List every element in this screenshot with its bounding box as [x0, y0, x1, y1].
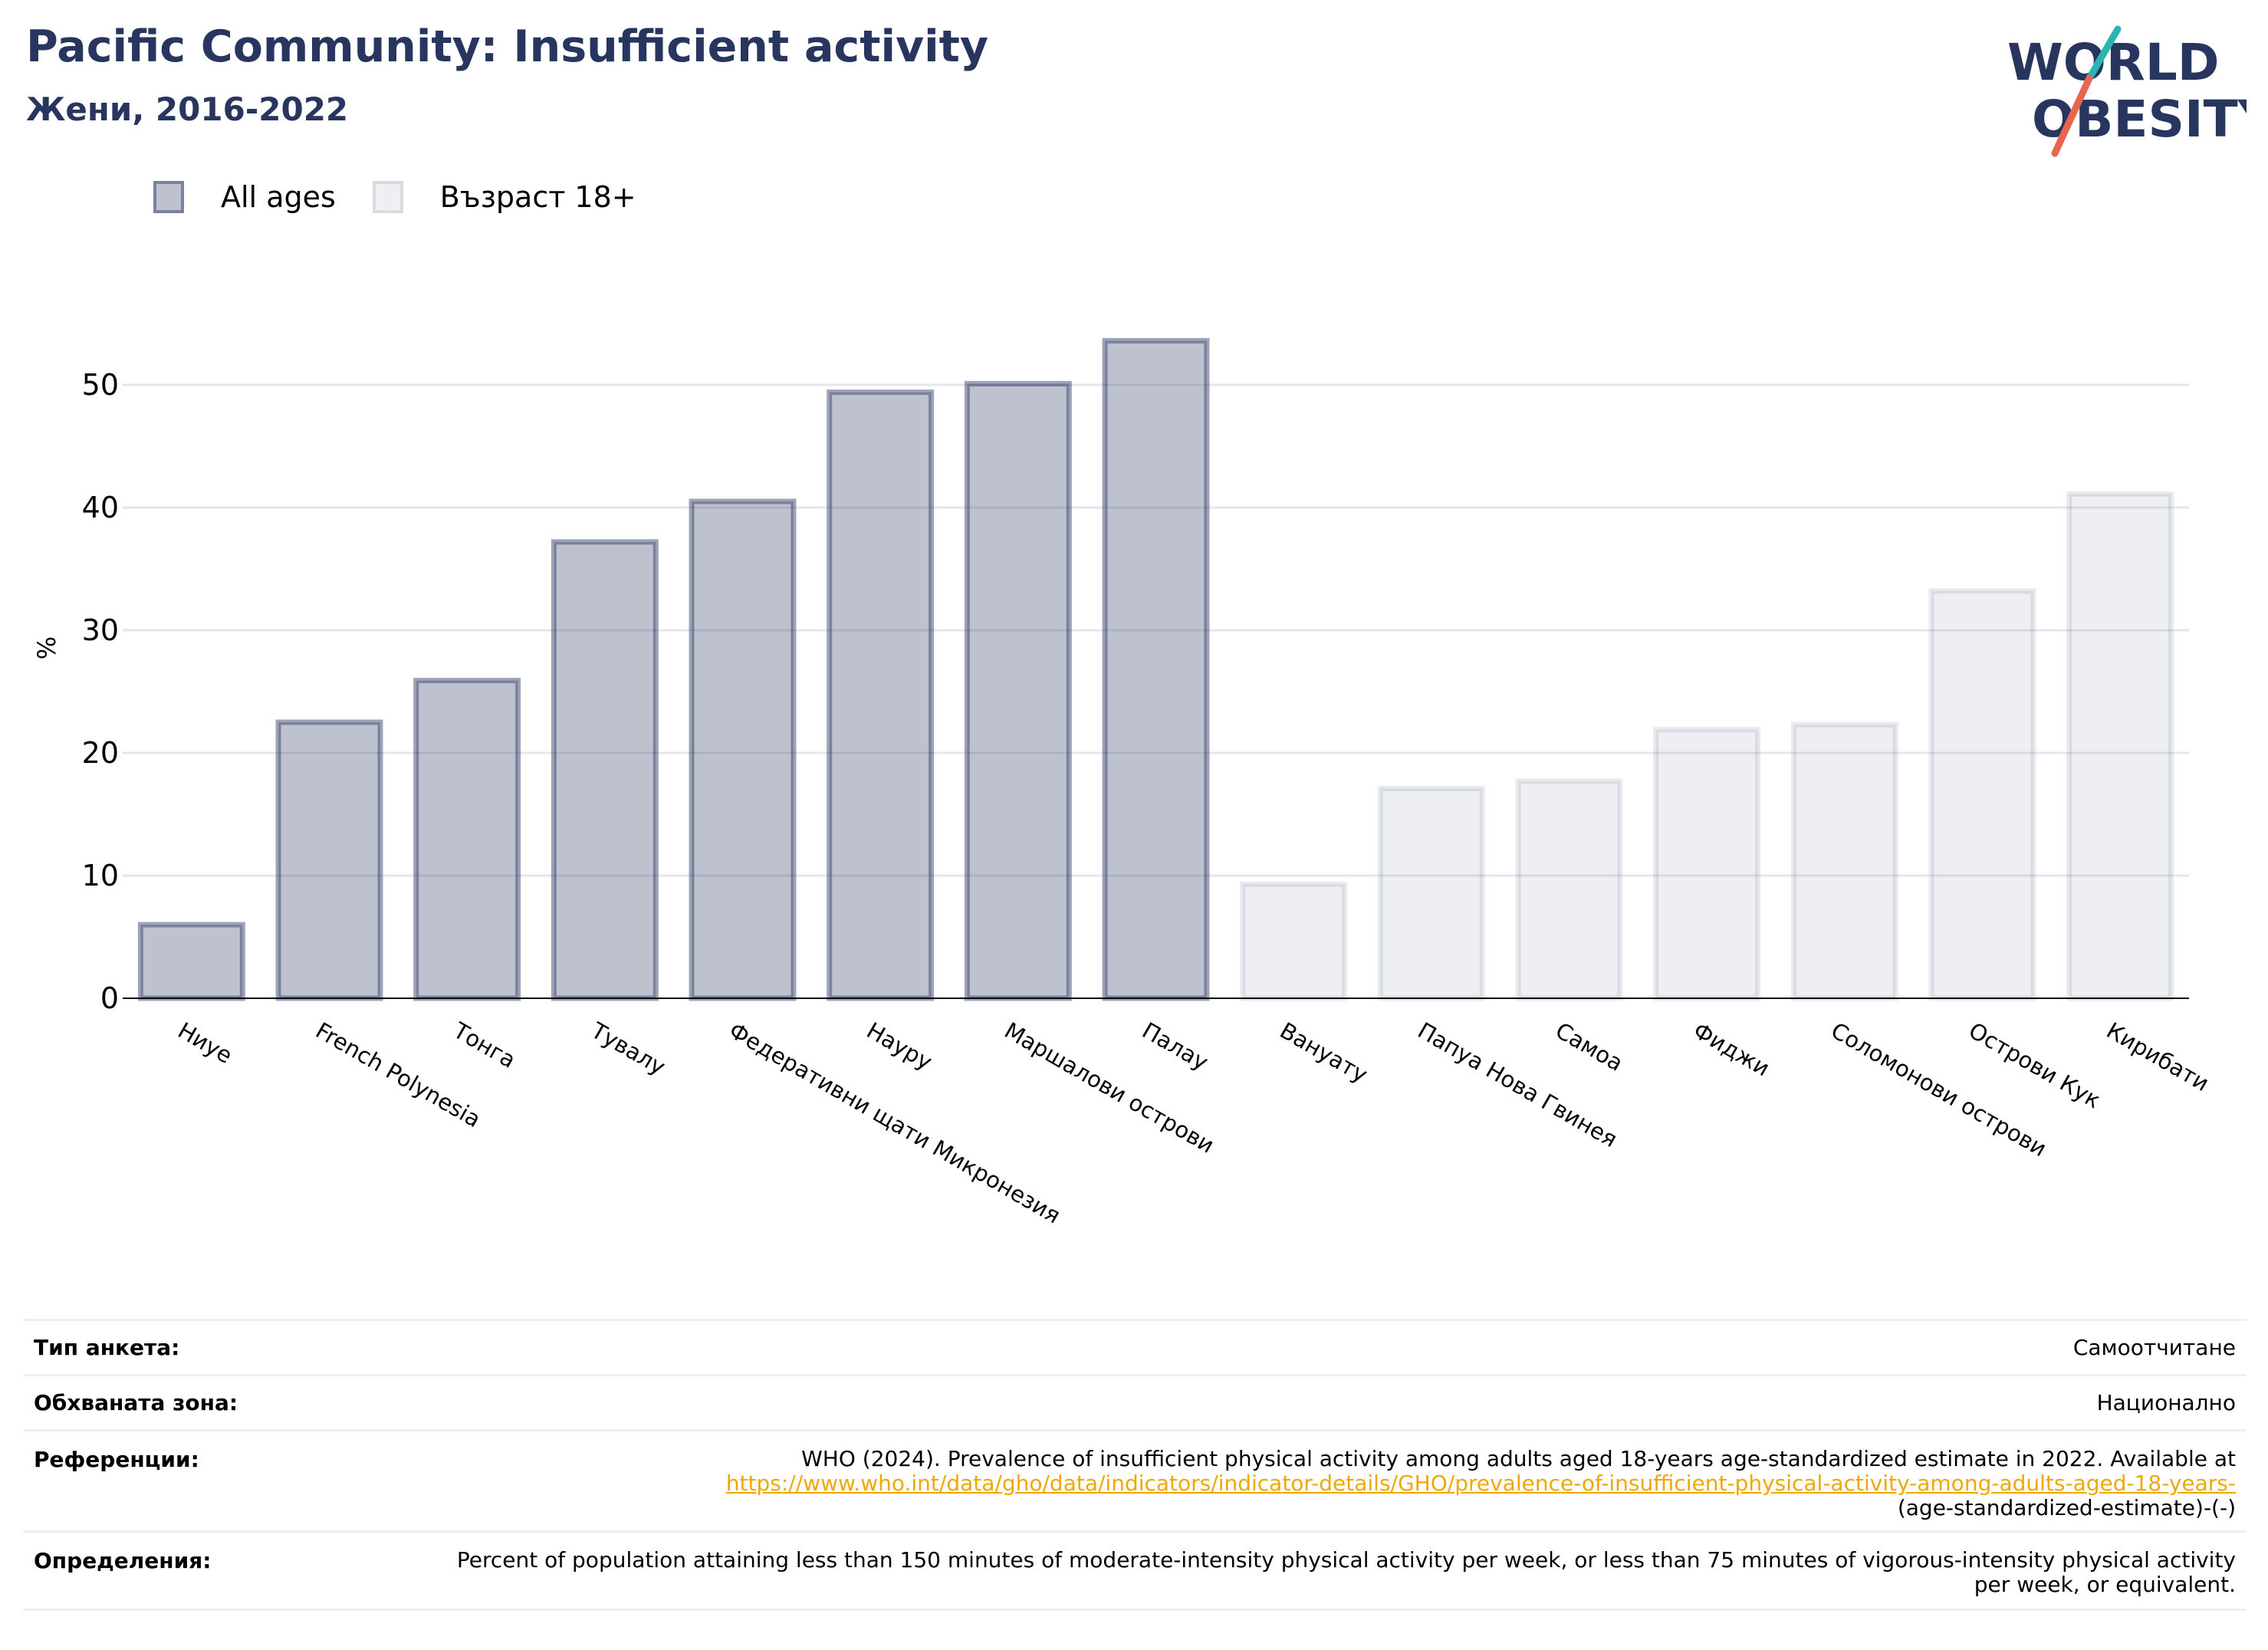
y-tick-label: 0 [100, 981, 119, 1015]
meta-row-survey-type: Тип анкета: Самоотчитане [23, 1319, 2247, 1376]
y-tick-label: 30 [82, 613, 119, 647]
bar[interactable] [1240, 881, 1348, 1001]
logo-slash-coral [2051, 74, 2093, 157]
legend-label-age-18-plus: Възраст 18+ [439, 180, 636, 214]
meta-row-definitions: Определения: Percent of population attai… [23, 1530, 2247, 1611]
y-axis-ticks: 0 10 20 30 40 50 [82, 368, 119, 1015]
world-obesity-logo: WORLD OBESITY [2007, 25, 2247, 157]
meta-value: Percent of population attaining less tha… [428, 1530, 2247, 1611]
bar[interactable] [275, 719, 383, 1001]
bar[interactable] [1102, 337, 1210, 1001]
bar[interactable] [1790, 721, 1898, 1001]
x-tick-label: Фиджи [1689, 1017, 1774, 1082]
x-tick-label: Кирибати [2102, 1017, 2214, 1096]
bar[interactable] [827, 389, 935, 1001]
reference-text: WHO (2024). Prevalence of insufficient p… [801, 1446, 2236, 1471]
y-tick-label: 10 [82, 859, 119, 892]
meta-value: Самоотчитане [428, 1319, 2247, 1376]
metadata-table: Тип анкета: Самоотчитане Обхваната зона:… [23, 1319, 2247, 1611]
x-tick-label: Тонга [449, 1017, 521, 1073]
gridlines [123, 383, 2189, 877]
x-tick-label: Тувалу [586, 1017, 669, 1080]
logo-slash-teal [2086, 25, 2122, 82]
meta-row-references: Референции: WHO (2024). Prevalence of in… [23, 1429, 2247, 1533]
x-tick-label: Науру [863, 1017, 937, 1076]
bar[interactable] [137, 922, 245, 1001]
bar[interactable] [1928, 588, 2036, 1001]
legend-item-all-ages[interactable]: All ages [153, 180, 336, 214]
x-tick-label: Самоа [1551, 1017, 1628, 1076]
legend-label-all-ages: All ages [221, 180, 336, 214]
chart-legend: All ages Възраст 18+ [153, 178, 673, 216]
y-tick-label: 40 [82, 491, 119, 524]
legend-swatch-age-18-plus [372, 181, 403, 213]
bars [137, 337, 2174, 1001]
meta-value: Национално [428, 1374, 2247, 1431]
y-tick-label: 50 [82, 368, 119, 402]
x-tick-label: Ниуе [173, 1017, 237, 1069]
bar[interactable] [964, 380, 1072, 1001]
bar[interactable] [1377, 785, 1485, 1001]
bar[interactable] [2066, 491, 2174, 1001]
meta-value-references: WHO (2024). Prevalence of insufficient p… [428, 1429, 2247, 1533]
bar[interactable] [689, 498, 797, 1001]
bar[interactable] [551, 539, 659, 1001]
meta-label: Определения: [23, 1530, 428, 1611]
bar[interactable] [1653, 727, 1761, 1001]
y-tick-label: 20 [82, 736, 119, 770]
meta-label: Обхваната зона: [23, 1374, 428, 1431]
legend-swatch-all-ages [153, 181, 184, 213]
chart-title: Pacific Community: Insufficient activity [26, 21, 989, 72]
bar[interactable] [413, 678, 521, 1001]
meta-label: Тип анкета: [23, 1319, 428, 1376]
reference-link[interactable]: https://www.who.int/data/gho/data/indica… [725, 1471, 2236, 1496]
reference-tail: (age-standardized-estimate)-(-) [1897, 1495, 2236, 1520]
meta-row-coverage: Обхваната зона: Национално [23, 1374, 2247, 1431]
x-tick-label: Соломонови острови [1826, 1017, 2051, 1162]
x-tick-label: Вануату [1276, 1017, 1372, 1088]
y-axis-label: % [32, 636, 61, 659]
meta-label: Референции: [23, 1429, 428, 1533]
bar[interactable] [1515, 778, 1623, 1001]
x-tick-label: Палау [1138, 1017, 1213, 1076]
chart-subtitle: Жени, 2016-2022 [26, 90, 349, 128]
x-tick-label: Острови Кук [1964, 1017, 2105, 1114]
legend-item-age-18-plus[interactable]: Възраст 18+ [372, 180, 636, 214]
